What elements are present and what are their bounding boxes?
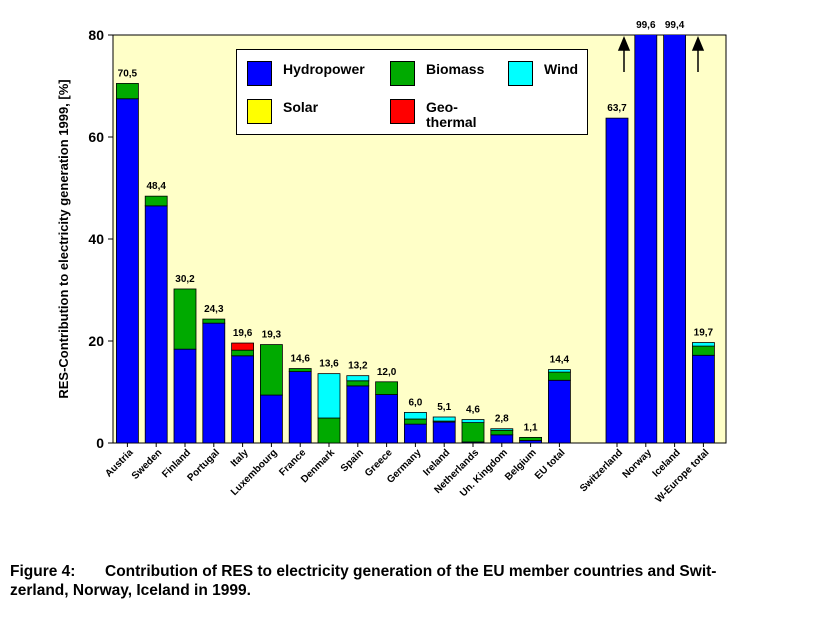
total-label: 14,4 [550,355,570,366]
total-label: 70,5 [118,68,138,79]
bar-segment [663,35,686,443]
x-tick-label: W-Europe total [654,447,712,505]
bar-segment [548,371,571,381]
bar-segment [548,369,571,373]
bar-segment [634,35,658,443]
total-label: 48,4 [146,181,166,192]
bar-segment [144,205,168,443]
legend-item: Geo- thermal [390,99,477,130]
bar-segment [403,423,427,443]
x-tick-label: Spain [339,447,366,474]
x-tick-label: Portugal [185,447,222,484]
bar-segment [259,394,283,443]
bar-segment [519,436,542,441]
bar-segment [173,288,197,350]
bar-segment [317,417,341,443]
bar-segment [231,355,255,443]
bar-segment [173,348,197,443]
total-label: 19,6 [233,328,253,339]
legend-swatch [508,61,533,86]
bar-segment [692,354,715,443]
legend-label: Biomass [426,61,485,77]
total-label: 24,3 [204,304,224,315]
total-label: 1,1 [524,422,538,433]
bar-segment [144,195,168,207]
x-tick-label: EU total [533,447,568,482]
legend-item: Hydropower [247,61,365,86]
bar-segment [288,371,312,443]
bar-segment [259,344,283,396]
bar-segment [548,379,571,443]
legend-item: Biomass [390,61,484,86]
bar-segment [490,429,514,436]
y-tick-label: 0 [96,435,104,451]
x-tick-label: Italy [229,447,251,469]
bar-segment [202,318,226,324]
total-label: 12,0 [377,367,397,378]
y-tick-label: 20 [88,333,104,349]
legend-swatch [390,61,415,86]
bar-segment [317,373,341,419]
arrow [617,36,631,72]
bar-segment [346,380,370,387]
bar-segment [346,385,370,443]
bar-segment [346,375,370,382]
total-label: 99,6 [636,20,656,31]
total-label: 30,2 [175,274,195,285]
legend-label: Hydropower [283,61,365,77]
legend-label: Solar [283,99,319,115]
total-label: 13,6 [319,359,339,370]
total-label: 14,6 [290,354,310,365]
legend: Hydropower Biomass Wind Solar Geo- thermal [236,49,588,135]
bar-segment [231,342,255,351]
x-tick-label: Sweden [130,447,165,482]
bar-segment [692,345,715,356]
total-label: 63,7 [607,103,627,114]
bar-segment [202,322,226,443]
legend-swatch [247,61,272,86]
total-label: 6,0 [408,397,422,408]
y-tick-label: 60 [88,129,104,145]
bar-segment [375,394,399,443]
total-label: 99,4 [665,20,685,31]
legend-label: Wind [544,61,579,77]
bar-segment [490,434,514,443]
caption-label: Figure 4: [10,563,76,580]
bar-segment [692,342,715,347]
total-label: 4,6 [466,405,480,416]
total-label: 19,3 [262,330,282,341]
bar-segment [490,428,514,431]
bar-segment [288,368,312,373]
x-tick-label: Norway [621,447,655,481]
caption-text: Contribution of RES to electricity gener… [10,563,717,599]
legend-label: Geo- thermal [426,99,477,130]
bar-segment [432,421,456,443]
y-tick-label: 40 [88,231,104,247]
x-tick-label: Switzerland [578,447,625,494]
bar-segment [231,349,255,357]
bar-segment [375,381,399,395]
legend-item: Wind [508,61,578,86]
caption: Figure 4: Contribution of RES to electric… [10,562,810,600]
total-label: 13,2 [348,361,368,372]
bar-segment [116,98,139,443]
arrow [691,36,705,72]
bar-segment [403,418,427,425]
total-label: 2,8 [495,414,509,425]
bar-segment [403,411,427,420]
total-label: 19,7 [694,328,714,339]
bar-segment [605,117,629,443]
bar-segment [432,416,456,422]
legend-swatch [390,99,415,124]
y-tick-label: 80 [88,27,104,43]
bar-segment [116,83,139,100]
bar-segment [461,419,485,424]
legend-item: Solar [247,99,318,124]
legend-swatch [247,99,272,124]
x-tick-label: Belgium [503,447,539,483]
y-axis-label: RES-Contribution to electricity generati… [56,79,71,398]
bar-segment [461,422,485,443]
total-label: 5,1 [437,402,451,413]
